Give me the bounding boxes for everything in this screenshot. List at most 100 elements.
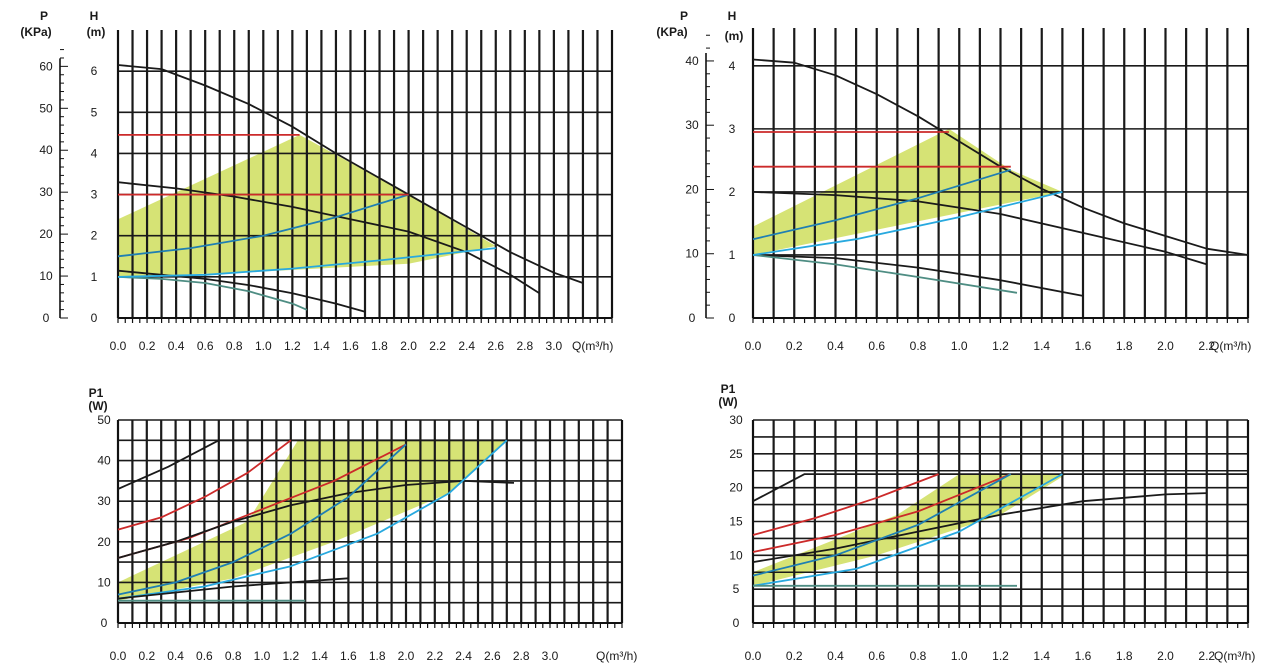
series-line-6 [752,191,1063,256]
x-tick-label: 0.0 [745,649,762,663]
x-axis-title: Q(m³/h) [596,649,637,663]
series-line-6 [752,473,1063,587]
p1-tick-label: 0 [733,616,740,630]
x-tick-label: 0.6 [197,339,214,353]
x-tick-label: 1.0 [951,339,968,353]
x-tick-label: 2.0 [400,339,417,353]
x-tick-label: 0.6 [868,649,885,663]
h-axis-unit: (m) [725,29,744,43]
x-tick-label: 1.8 [1116,339,1133,353]
x-tick-label: 0.2 [786,339,803,353]
p1-tick-label: 10 [97,575,111,589]
p1-tick-label: 5 [733,582,740,596]
h-tick-label: 0 [729,311,736,325]
p1-axis-title: P1 [89,386,104,400]
p-tick-label: 40 [39,143,53,157]
h-tick-label: 6 [91,64,98,78]
x-tick-label: 0.0 [110,649,127,663]
chart-2: 0.0 0.2 0.4 0.6 0.8 1.0 1.2 1.4 1.6 1.8 2.0 2.2Q(m³… [656,9,1251,353]
x-tick-label: 2.8 [513,649,530,663]
series-line-4 [752,254,1018,294]
x-tick-label: 0.8 [226,339,243,353]
h-axis-unit: (m) [87,25,106,39]
x-tick-label: 1.4 [313,339,330,353]
x-tick-label: 1.0 [951,649,968,663]
series-line-2 [752,473,939,536]
p1-tick-label: 15 [729,515,743,529]
h-tick-label: 1 [91,270,98,284]
p1-axis-title: P1 [721,382,736,396]
x-tick-label: 0.4 [827,339,844,353]
chart-3: 0.0 0.2 0.4 0.6 0.8 1.0 1.2 1.4 1.6 1.8 2.0 2.2 2.4 2… [88,386,637,663]
x-tick-label: 1.8 [1116,649,1133,663]
x-tick-label: 0.2 [139,339,156,353]
x-tick-label: 1.2 [992,339,1009,353]
p1-tick-label: 50 [97,413,111,427]
x-tick-label: 2.6 [484,649,501,663]
x-tick-label: 0.6 [196,649,213,663]
x-axis-title: Q(m³/h) [572,339,613,353]
x-tick-label: 0.4 [827,649,844,663]
series-line-1 [752,473,1248,502]
p-tick-label: 40 [685,54,699,68]
p-axis-unit: (KPa) [20,25,51,39]
h-tick-label: 2 [91,229,98,243]
x-tick-label: 1.4 [1033,339,1050,353]
x-tick-label: 1.6 [340,649,357,663]
x-tick-label: 2.2 [1198,339,1215,353]
x-tick-label: 0.4 [167,649,184,663]
x-tick-label: 0.8 [910,649,927,663]
x-axis-title: Q(m³/h) [1214,649,1255,663]
h-tick-label: 1 [729,248,736,262]
p1-tick-label: 20 [729,481,743,495]
x-tick-label: 0.0 [745,339,762,353]
p-tick-label: 20 [39,227,53,241]
x-tick-label: 1.0 [255,339,272,353]
h-tick-label: 4 [729,59,736,73]
p-tick-label: 0 [689,311,696,325]
series-line-2 [117,181,540,295]
x-tick-label: 0.6 [868,339,885,353]
series-line-5 [117,193,409,258]
chart-4: 0.0 0.2 0.4 0.6 0.8 1.0 1.2 1.4 1.6 1.8 2.0 2.2Q(m³… [718,382,1255,663]
x-tick-label: 0.2 [786,649,803,663]
p1-tick-label: 30 [97,494,111,508]
series-line-3 [752,473,1012,553]
series-line-6 [117,247,496,278]
series-line-7 [117,577,349,600]
p-tick-label: 10 [39,269,53,283]
x-tick-label: 2.2 [429,339,446,353]
x-tick-label: 1.2 [282,649,299,663]
p1-tick-label: 0 [101,616,108,630]
x-tick-label: 0.2 [138,649,155,663]
p-axis-unit: (KPa) [656,25,687,39]
x-tick-label: 2.0 [398,649,415,663]
h-tick-label: 3 [729,122,736,136]
chart-1: 0.0 0.2 0.4 0.6 0.8 1.0 1.2 1.4 1.6 1.8 2.0 2.2 2.4 2… [20,9,613,353]
h-tick-label: 4 [91,146,98,160]
p1-tick-label: 40 [97,454,111,468]
x-tick-label: 1.4 [1033,649,1050,663]
h-tick-label: 5 [91,105,98,119]
x-tick-label: 0.8 [225,649,242,663]
p1-axis-unit: (W) [718,395,737,409]
series-line-4 [752,492,1207,563]
x-tick-label: 2.2 [1198,649,1215,663]
p-tick-label: 30 [685,118,699,132]
series-line-1 [117,439,550,490]
h-tick-label: 0 [91,311,98,325]
x-tick-label: 1.8 [369,649,386,663]
x-tick-label: 0.4 [168,339,185,353]
h-tick-label: 3 [91,188,98,202]
x-tick-label: 1.2 [992,649,1009,663]
x-tick-label: 2.0 [1157,649,1174,663]
x-tick-label: 1.6 [1075,649,1092,663]
x-axis-title: Q(m³/h) [1210,339,1251,353]
h-tick-label: 2 [729,185,736,199]
x-tick-label: 2.0 [1157,339,1174,353]
series-line-2 [117,439,292,531]
series-line-5 [752,168,1012,241]
p1-tick-label: 20 [97,535,111,549]
series-line-4 [117,480,515,559]
